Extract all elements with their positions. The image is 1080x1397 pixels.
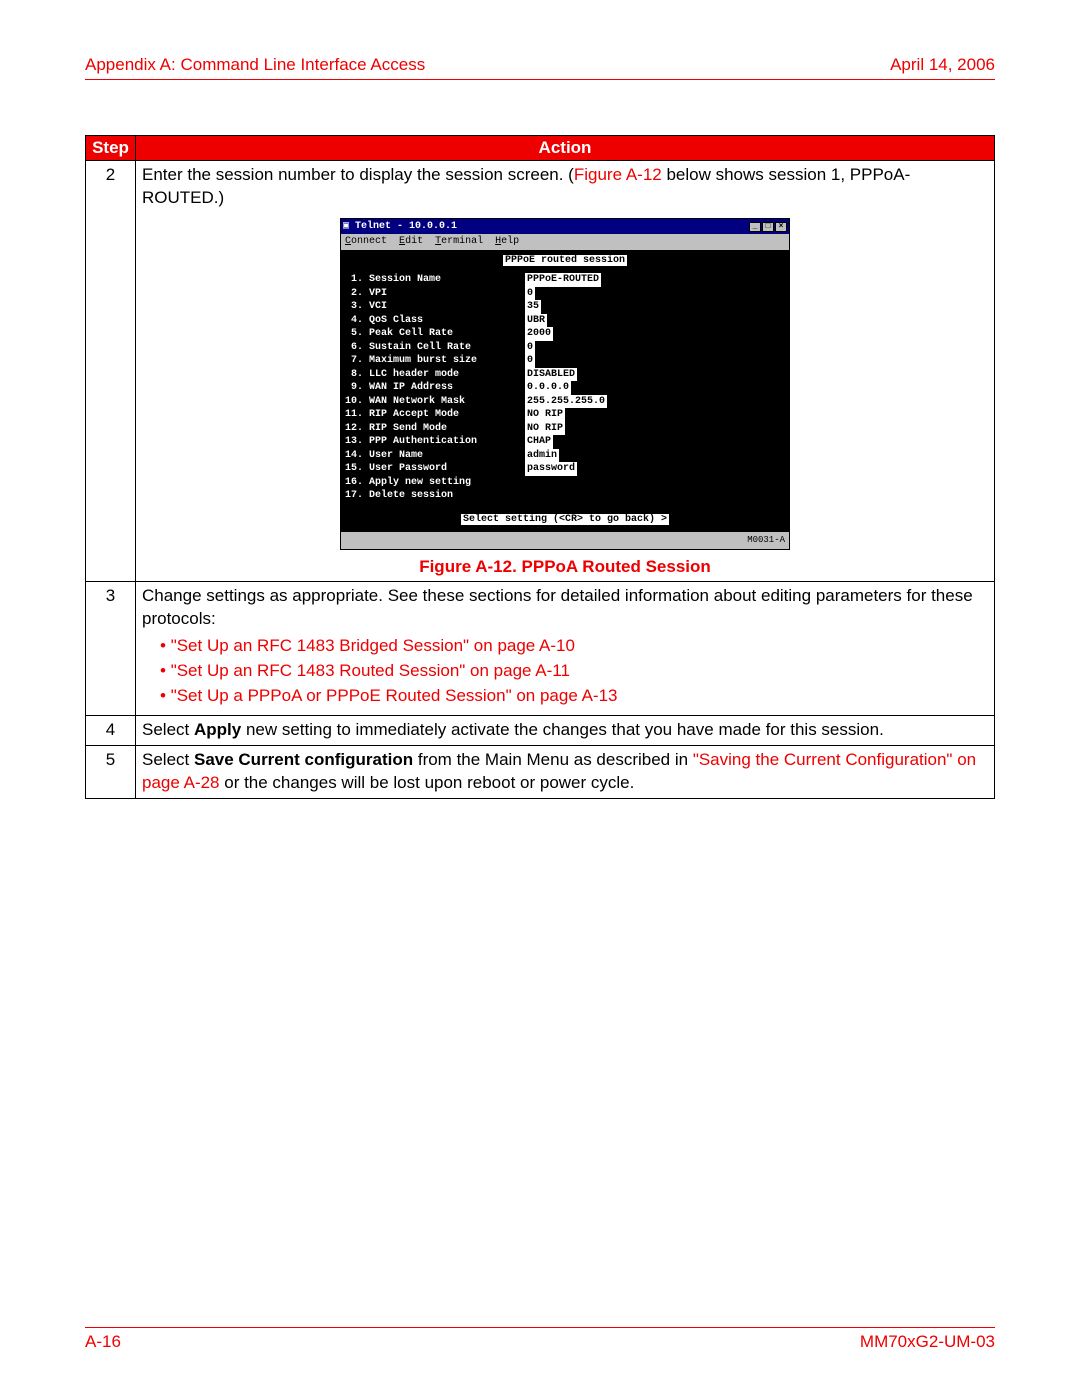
terminal-body: PPPoE routed session 1. Session NamePPPo… xyxy=(341,250,789,533)
step-num: 5 xyxy=(86,746,136,799)
terminal-line: 6. Sustain Cell Rate0 xyxy=(345,341,785,355)
terminal-window: ▣ Telnet - 10.0.0.1 _□× Connect Edit Ter… xyxy=(340,218,790,550)
table-row: 3 Change settings as appropriate. See th… xyxy=(86,582,995,716)
table-row: 2 Enter the session number to display th… xyxy=(86,161,995,582)
page-footer: A-16 MM70xG2-UM-03 xyxy=(85,1327,995,1352)
terminal-menubar: Connect Edit Terminal Help xyxy=(341,234,789,250)
terminal-line: 10. WAN Network Mask255.255.255.0 xyxy=(345,395,785,409)
fig-ref[interactable]: Figure A-12 xyxy=(574,165,662,184)
terminal-line: 1. Session NamePPPoE-ROUTED xyxy=(345,273,785,287)
step-action: Enter the session number to display the … xyxy=(136,161,995,582)
terminal-line: 12. RIP Send ModeNO RIP xyxy=(345,422,785,436)
col-step: Step xyxy=(86,136,136,161)
doc-link[interactable]: "Set Up an RFC 1483 Bridged Session" on … xyxy=(160,635,988,658)
page-header: Appendix A: Command Line Interface Acces… xyxy=(85,55,995,80)
terminal-line: 3. VCI35 xyxy=(345,300,785,314)
footer-left: A-16 xyxy=(85,1332,121,1352)
link-list: "Set Up an RFC 1483 Bridged Session" on … xyxy=(142,635,988,708)
terminal-line: 2. VPI0 xyxy=(345,287,785,301)
step-num: 4 xyxy=(86,716,136,746)
step-num: 2 xyxy=(86,161,136,582)
table-row: 4 Select Apply new setting to immediatel… xyxy=(86,716,995,746)
terminal-line: 8. LLC header modeDISABLED xyxy=(345,368,785,382)
terminal-line: 15. User Passwordpassword xyxy=(345,462,785,476)
header-left: Appendix A: Command Line Interface Acces… xyxy=(85,55,425,75)
terminal-line: 17. Delete session xyxy=(345,489,785,503)
step-action: Select Save Current configuration from t… xyxy=(136,746,995,799)
terminal-line: 7. Maximum burst size0 xyxy=(345,354,785,368)
terminal-line: 13. PPP AuthenticationCHAP xyxy=(345,435,785,449)
step-action: Select Apply new setting to immediately … xyxy=(136,716,995,746)
step-num: 3 xyxy=(86,582,136,716)
window-buttons: _□× xyxy=(748,220,787,234)
doc-link[interactable]: "Set Up a PPPoA or PPPoE Routed Session"… xyxy=(160,685,988,708)
terminal-titlebar: ▣ Telnet - 10.0.0.1 _□× xyxy=(341,219,789,235)
terminal-line: 16. Apply new setting xyxy=(345,476,785,490)
header-right: April 14, 2006 xyxy=(890,55,995,75)
step-action: Change settings as appropriate. See thes… xyxy=(136,582,995,716)
table-row: 5 Select Save Current configuration from… xyxy=(86,746,995,799)
doc-link[interactable]: "Set Up an RFC 1483 Routed Session" on p… xyxy=(160,660,988,683)
terminal-footnote: M0031-A xyxy=(341,532,789,548)
terminal-line: 4. QoS ClassUBR xyxy=(345,314,785,328)
col-action: Action xyxy=(136,136,995,161)
footer-right: MM70xG2-UM-03 xyxy=(860,1332,995,1352)
figure-caption: Figure A-12. PPPoA Routed Session xyxy=(142,556,988,579)
steps-table: Step Action 2 Enter the session number t… xyxy=(85,135,995,799)
terminal-line: 5. Peak Cell Rate2000 xyxy=(345,327,785,341)
terminal-line: 14. User Nameadmin xyxy=(345,449,785,463)
terminal-line: 9. WAN IP Address0.0.0.0 xyxy=(345,381,785,395)
terminal-line: 11. RIP Accept ModeNO RIP xyxy=(345,408,785,422)
